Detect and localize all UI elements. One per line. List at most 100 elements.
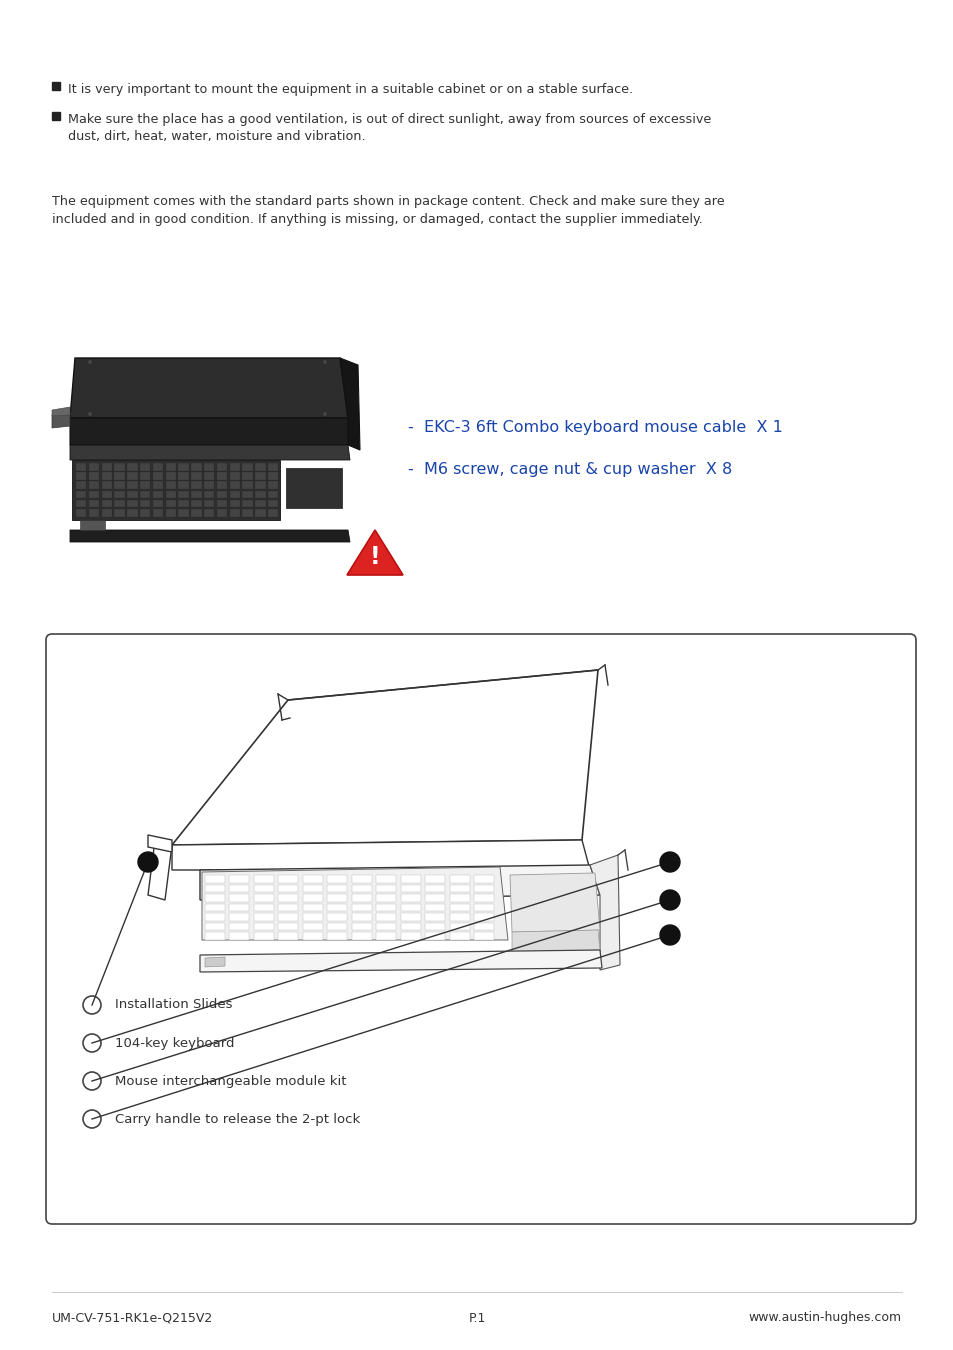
Polygon shape xyxy=(202,867,507,940)
Polygon shape xyxy=(376,903,396,911)
Polygon shape xyxy=(425,913,445,921)
Circle shape xyxy=(659,890,679,910)
Polygon shape xyxy=(253,922,274,930)
Text: It is very important to mount the equipment in a suitable cabinet or on a stable: It is very important to mount the equipm… xyxy=(68,82,633,96)
Polygon shape xyxy=(450,922,470,930)
Polygon shape xyxy=(425,903,445,911)
Polygon shape xyxy=(191,482,201,489)
Polygon shape xyxy=(114,472,125,479)
Polygon shape xyxy=(89,482,99,489)
Polygon shape xyxy=(376,913,396,921)
Text: P.1: P.1 xyxy=(468,1311,485,1324)
Polygon shape xyxy=(127,500,137,508)
Polygon shape xyxy=(230,875,250,883)
Polygon shape xyxy=(216,482,227,489)
Polygon shape xyxy=(347,531,402,575)
Polygon shape xyxy=(242,509,253,517)
Polygon shape xyxy=(327,931,347,940)
Circle shape xyxy=(659,852,679,872)
Polygon shape xyxy=(152,472,163,479)
Polygon shape xyxy=(278,875,298,883)
Polygon shape xyxy=(114,463,125,471)
Polygon shape xyxy=(205,957,225,967)
Circle shape xyxy=(322,412,327,417)
Polygon shape xyxy=(230,472,240,479)
Polygon shape xyxy=(400,875,420,883)
Text: www.austin-hughes.com: www.austin-hughes.com xyxy=(748,1311,901,1324)
Polygon shape xyxy=(376,931,396,940)
Polygon shape xyxy=(278,884,298,892)
Polygon shape xyxy=(474,922,494,930)
FancyBboxPatch shape xyxy=(46,634,915,1224)
Polygon shape xyxy=(204,482,214,489)
Polygon shape xyxy=(255,482,266,489)
Text: Installation Slides: Installation Slides xyxy=(115,999,233,1011)
Polygon shape xyxy=(242,500,253,508)
Polygon shape xyxy=(166,472,176,479)
Polygon shape xyxy=(450,894,470,902)
Polygon shape xyxy=(70,446,350,460)
Polygon shape xyxy=(425,931,445,940)
Polygon shape xyxy=(230,482,240,489)
Polygon shape xyxy=(205,884,225,892)
Polygon shape xyxy=(474,931,494,940)
Polygon shape xyxy=(204,463,214,471)
Polygon shape xyxy=(101,509,112,517)
Polygon shape xyxy=(352,894,372,902)
Polygon shape xyxy=(425,894,445,902)
Polygon shape xyxy=(425,922,445,930)
Polygon shape xyxy=(512,930,599,952)
Polygon shape xyxy=(127,509,137,517)
Polygon shape xyxy=(327,894,347,902)
Polygon shape xyxy=(303,884,323,892)
Polygon shape xyxy=(474,894,494,902)
Polygon shape xyxy=(114,482,125,489)
Polygon shape xyxy=(152,500,163,508)
Polygon shape xyxy=(352,903,372,911)
Polygon shape xyxy=(474,903,494,911)
Polygon shape xyxy=(400,922,420,930)
Text: -  M6 screw, cage nut & cup washer  X 8: - M6 screw, cage nut & cup washer X 8 xyxy=(408,462,732,477)
Text: -  EKC-3 6ft Combo keyboard mouse cable  X 1: - EKC-3 6ft Combo keyboard mouse cable X… xyxy=(408,420,782,435)
Polygon shape xyxy=(474,875,494,883)
Polygon shape xyxy=(191,490,201,498)
Polygon shape xyxy=(178,472,189,479)
Polygon shape xyxy=(200,865,599,900)
Polygon shape xyxy=(255,500,266,508)
Polygon shape xyxy=(166,482,176,489)
Polygon shape xyxy=(101,500,112,508)
Polygon shape xyxy=(425,875,445,883)
Polygon shape xyxy=(253,884,274,892)
Circle shape xyxy=(138,852,158,872)
Polygon shape xyxy=(303,875,323,883)
Polygon shape xyxy=(216,500,227,508)
Polygon shape xyxy=(178,500,189,508)
Text: The equipment comes with the standard parts shown in package content. Check and : The equipment comes with the standard pa… xyxy=(52,194,724,225)
Polygon shape xyxy=(89,490,99,498)
Polygon shape xyxy=(71,460,280,520)
Polygon shape xyxy=(140,482,151,489)
Polygon shape xyxy=(172,670,598,845)
Bar xyxy=(52,82,60,90)
Polygon shape xyxy=(200,950,601,972)
Polygon shape xyxy=(166,500,176,508)
Polygon shape xyxy=(101,463,112,471)
Polygon shape xyxy=(230,509,240,517)
Polygon shape xyxy=(76,482,87,489)
Circle shape xyxy=(88,412,92,417)
Polygon shape xyxy=(89,500,99,508)
Polygon shape xyxy=(303,931,323,940)
Polygon shape xyxy=(216,490,227,498)
Polygon shape xyxy=(268,482,278,489)
Text: 104-key keyboard: 104-key keyboard xyxy=(115,1037,234,1049)
Polygon shape xyxy=(166,490,176,498)
Polygon shape xyxy=(140,490,151,498)
Polygon shape xyxy=(327,884,347,892)
Polygon shape xyxy=(255,463,266,471)
Polygon shape xyxy=(510,873,599,932)
Polygon shape xyxy=(205,931,225,940)
Polygon shape xyxy=(127,482,137,489)
Polygon shape xyxy=(76,463,87,471)
Polygon shape xyxy=(140,509,151,517)
Polygon shape xyxy=(114,500,125,508)
